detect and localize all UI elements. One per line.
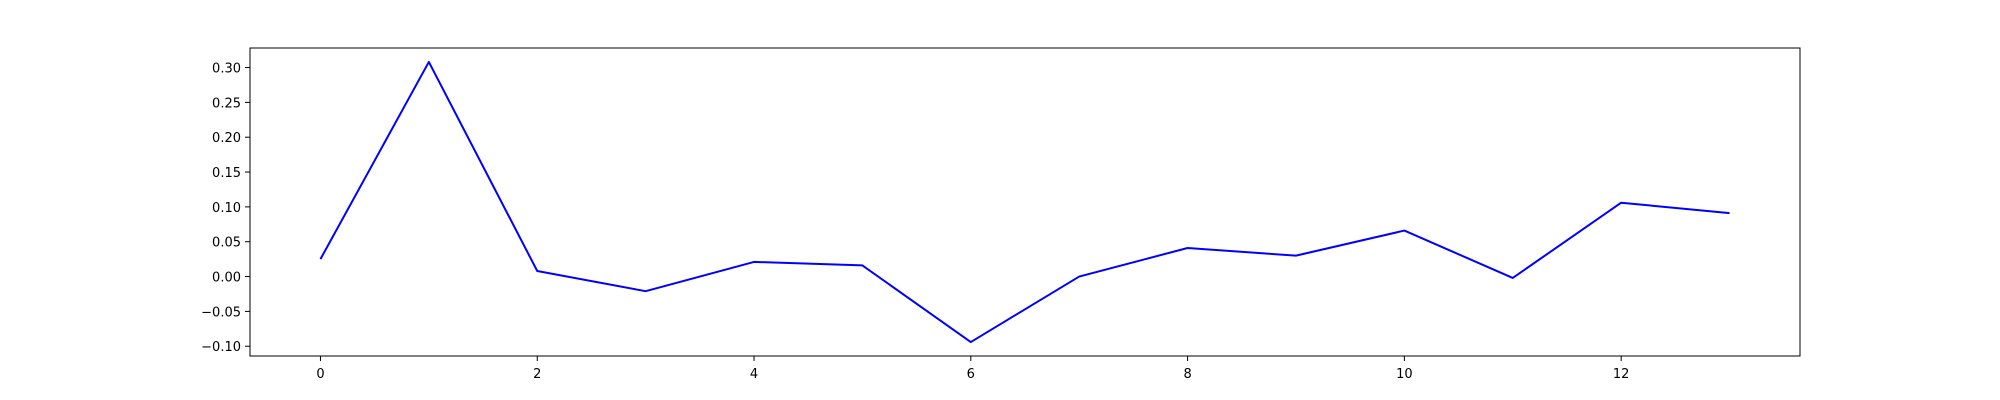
plot-frame bbox=[249, 47, 1801, 357]
x-tick-label: 6 bbox=[967, 367, 975, 382]
x-axis-ticks: 0 2 4 6 8 10 12 bbox=[316, 356, 1629, 382]
x-tick-label: 12 bbox=[1613, 367, 1630, 382]
y-tick-label: 0.10 bbox=[212, 201, 241, 216]
y-tick-label: −0.10 bbox=[201, 340, 241, 355]
y-tick-label: 0.25 bbox=[212, 96, 241, 111]
x-tick-label: 0 bbox=[316, 367, 324, 382]
x-tick-label: 4 bbox=[750, 367, 758, 382]
y-tick-label: 0.20 bbox=[212, 131, 241, 146]
plot-background bbox=[250, 48, 1800, 356]
x-tick-label: 2 bbox=[533, 367, 541, 382]
y-tick-label: 0.15 bbox=[212, 166, 241, 181]
y-tick-label: 0.05 bbox=[212, 236, 241, 251]
series-line bbox=[319, 60, 1730, 344]
y-tick-label: 0.30 bbox=[212, 62, 241, 77]
series-layer bbox=[319, 60, 1730, 344]
y-tick-label: 0.00 bbox=[212, 271, 241, 286]
x-tick-label: 8 bbox=[1183, 367, 1191, 382]
y-axis-ticks: −0.10 −0.05 0.00 0.05 0.10 0.15 0.20 0.25 0.30 bbox=[201, 62, 250, 355]
x-tick-label: 10 bbox=[1396, 367, 1413, 382]
y-tick-label: −0.05 bbox=[201, 305, 241, 320]
